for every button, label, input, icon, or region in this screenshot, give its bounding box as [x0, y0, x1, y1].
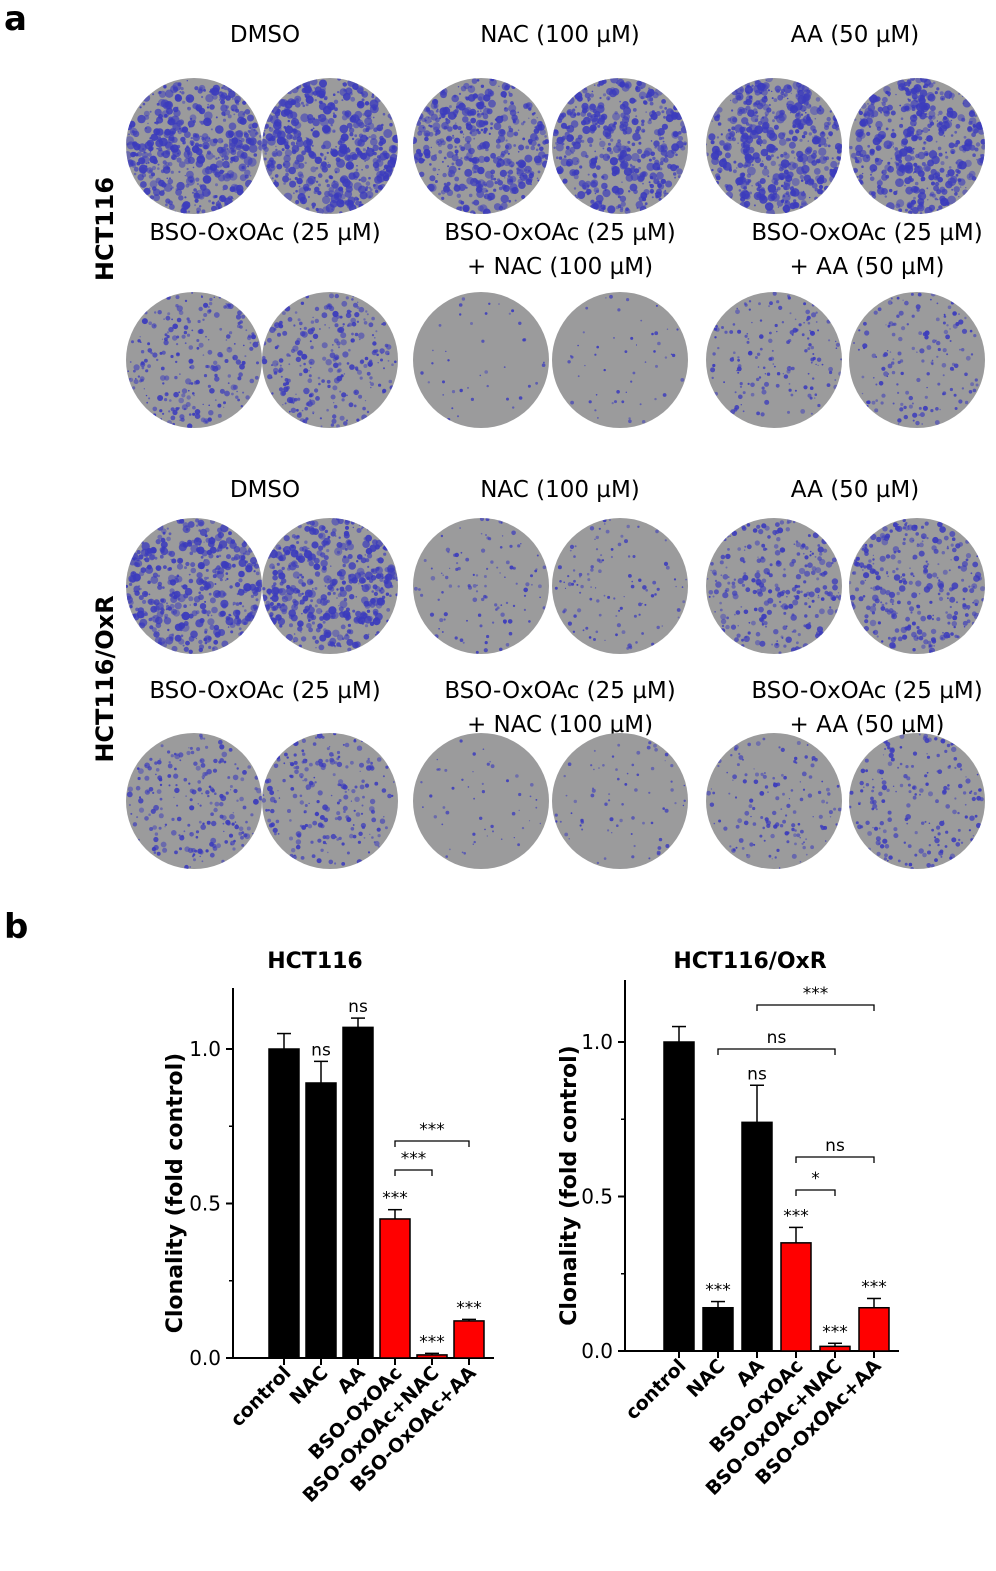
panel-a-letter: a: [4, 0, 27, 39]
culture-dish: [552, 78, 688, 214]
bracket-label: ***: [401, 1149, 427, 1169]
bracket-label: ***: [419, 1120, 445, 1140]
culture-dish: [849, 733, 985, 869]
culture-dish: [126, 518, 262, 654]
culture-dish: [849, 78, 985, 214]
condition-label: DMSO: [229, 477, 301, 503]
condition-label: BSO-OxOAc (25 µM): [149, 220, 381, 246]
significance-bracket: [795, 1156, 875, 1163]
significance-label: ***: [822, 1322, 848, 1342]
culture-dish: [413, 518, 549, 654]
condition-label: BSO-OxOAc (25 µM) + AA (50 µM): [751, 220, 983, 280]
significance-label: ***: [705, 1281, 731, 1301]
significance-label: ***: [382, 1189, 408, 1209]
condition-label: AA (50 µM): [790, 22, 920, 48]
x-tick-label: NAC: [682, 1355, 729, 1402]
condition-label: BSO-OxOAc (25 µM) + AA (50 µM): [751, 678, 983, 738]
bar: [780, 1242, 812, 1352]
chart-title: HCT116: [267, 949, 363, 974]
culture-dish: [706, 518, 842, 654]
bracket-label: *: [811, 1169, 820, 1189]
bracket-label: ***: [803, 984, 829, 1004]
condition-label: NAC (100 µM): [480, 22, 640, 48]
culture-dish: [262, 518, 398, 654]
bar: [663, 1041, 695, 1352]
culture-dish: [126, 292, 262, 428]
condition-label: AA (50 µM): [790, 477, 920, 503]
culture-dish: [126, 733, 262, 869]
condition-label: BSO-OxOAc (25 µM): [149, 678, 381, 704]
culture-dish: [849, 292, 985, 428]
culture-dish: [262, 733, 398, 869]
bracket-label: ns: [767, 1028, 787, 1048]
culture-dish: [126, 78, 262, 214]
significance-bracket: [717, 1048, 836, 1055]
significance-label: ns: [311, 1040, 331, 1060]
y-tick-label: 0.5: [189, 1192, 221, 1216]
y-tick-label: 1.0: [581, 1030, 613, 1054]
bar: [702, 1306, 734, 1352]
significance-bracket: [756, 1004, 875, 1011]
culture-dish: [413, 78, 549, 214]
culture-dish: [552, 292, 688, 428]
y-axis-label: Clonality (fold control): [163, 1053, 188, 1334]
culture-dish: [706, 733, 842, 869]
culture-dish: [413, 292, 549, 428]
condition-label: NAC (100 µM): [480, 477, 640, 503]
condition-label: DMSO: [229, 22, 301, 48]
significance-label: ***: [419, 1332, 445, 1352]
significance-label: ns: [348, 997, 368, 1017]
bar: [858, 1306, 890, 1352]
significance-label: ***: [456, 1298, 482, 1318]
bar: [342, 1026, 374, 1359]
y-axis-label: Clonality (fold control): [557, 1045, 582, 1326]
significance-label: ns: [747, 1064, 767, 1084]
significance-label: ***: [861, 1277, 887, 1297]
bar: [819, 1345, 851, 1352]
chart-title: HCT116/OxR: [673, 949, 826, 974]
y-tick-label: 0.5: [581, 1185, 613, 1209]
y-tick-label: 0.0: [581, 1339, 613, 1363]
significance-bracket: [394, 1140, 470, 1147]
culture-dish: [262, 78, 398, 214]
culture-dish: [849, 518, 985, 654]
culture-dish: [552, 733, 688, 869]
bar: [741, 1121, 773, 1352]
culture-dish: [706, 292, 842, 428]
culture-dish: [262, 292, 398, 428]
y-tick-label: 0.0: [189, 1346, 221, 1370]
condition-label: BSO-OxOAc (25 µM) + NAC (100 µM): [444, 220, 676, 280]
culture-dish: [413, 733, 549, 869]
panel-b-letter: b: [4, 907, 29, 947]
y-tick-label: 1.0: [189, 1037, 221, 1061]
significance-label: ***: [783, 1206, 809, 1226]
bracket-label: ns: [825, 1136, 845, 1156]
culture-dish: [706, 78, 842, 214]
significance-bracket: [394, 1169, 433, 1176]
culture-dish: [552, 518, 688, 654]
significance-bracket: [795, 1189, 836, 1196]
x-tick-label: control: [621, 1355, 690, 1424]
